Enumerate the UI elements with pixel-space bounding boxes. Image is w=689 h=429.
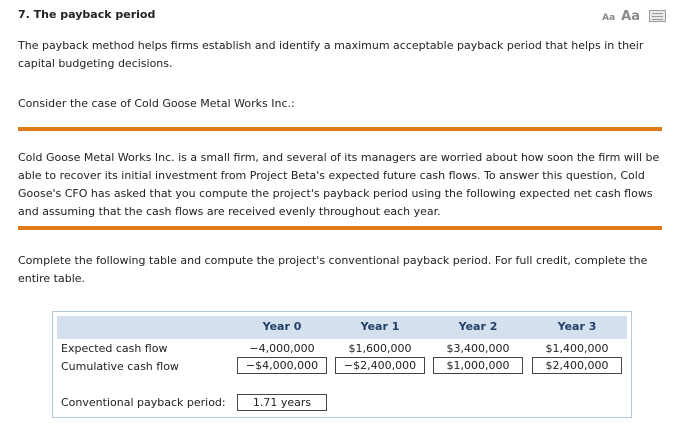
expected-cash-flow-year-0: −4,000,000 (249, 342, 315, 355)
consider-paragraph: Consider the case of Cold Goose Metal Wo… (18, 97, 295, 110)
row-label-expected-cash-flow: Expected cash flow (61, 342, 168, 355)
orange-divider-top (18, 127, 662, 131)
payback-period-label: Conventional payback period: (61, 396, 226, 409)
column-header-year-0: Year 0 (262, 320, 302, 333)
case-paragraph: Cold Goose Metal Works Inc. is a small f… (18, 151, 660, 218)
expected-cash-flow-year-2: $3,400,000 (446, 342, 510, 355)
print-icon[interactable] (648, 8, 668, 24)
row-label-cumulative-cash-flow: Cumulative cash flow (61, 360, 179, 373)
orange-divider-bottom (18, 226, 662, 230)
table-header-band (57, 316, 627, 339)
print-icon-line (652, 19, 663, 20)
expected-cash-flow-year-1: $1,600,000 (348, 342, 412, 355)
cumulative-cash-flow-year-2-input[interactable]: $1,000,000 (433, 357, 523, 374)
expected-cash-flow-year-3: $1,400,000 (545, 342, 609, 355)
print-icon-line (652, 13, 663, 14)
column-header-year-2: Year 2 (458, 320, 498, 333)
intro-paragraph: The payback method helps firms establish… (18, 39, 644, 70)
cumulative-cash-flow-year-1-input[interactable]: −$2,400,000 (335, 357, 425, 374)
print-icon-line (652, 16, 663, 17)
toolbar: Aa Aa (602, 6, 668, 24)
question-header: 7. The payback period Aa Aa (18, 8, 668, 24)
payback-period-input[interactable]: 1.71 years (237, 394, 327, 411)
cumulative-cash-flow-year-0-input[interactable]: −$4,000,000 (237, 357, 327, 374)
cash-flow-table: Year 0 Year 1 Year 2 Year 3 Expected cas… (52, 311, 632, 418)
column-header-year-1: Year 1 (360, 320, 400, 333)
cumulative-cash-flow-year-3-input[interactable]: $2,400,000 (532, 357, 622, 374)
instructions-paragraph: Complete the following table and compute… (18, 254, 648, 285)
font-size-small-button[interactable]: Aa (602, 13, 616, 23)
column-header-year-3: Year 3 (557, 320, 597, 333)
font-size-large-button[interactable]: Aa (621, 9, 640, 24)
question-title: 7. The payback period (18, 8, 156, 21)
